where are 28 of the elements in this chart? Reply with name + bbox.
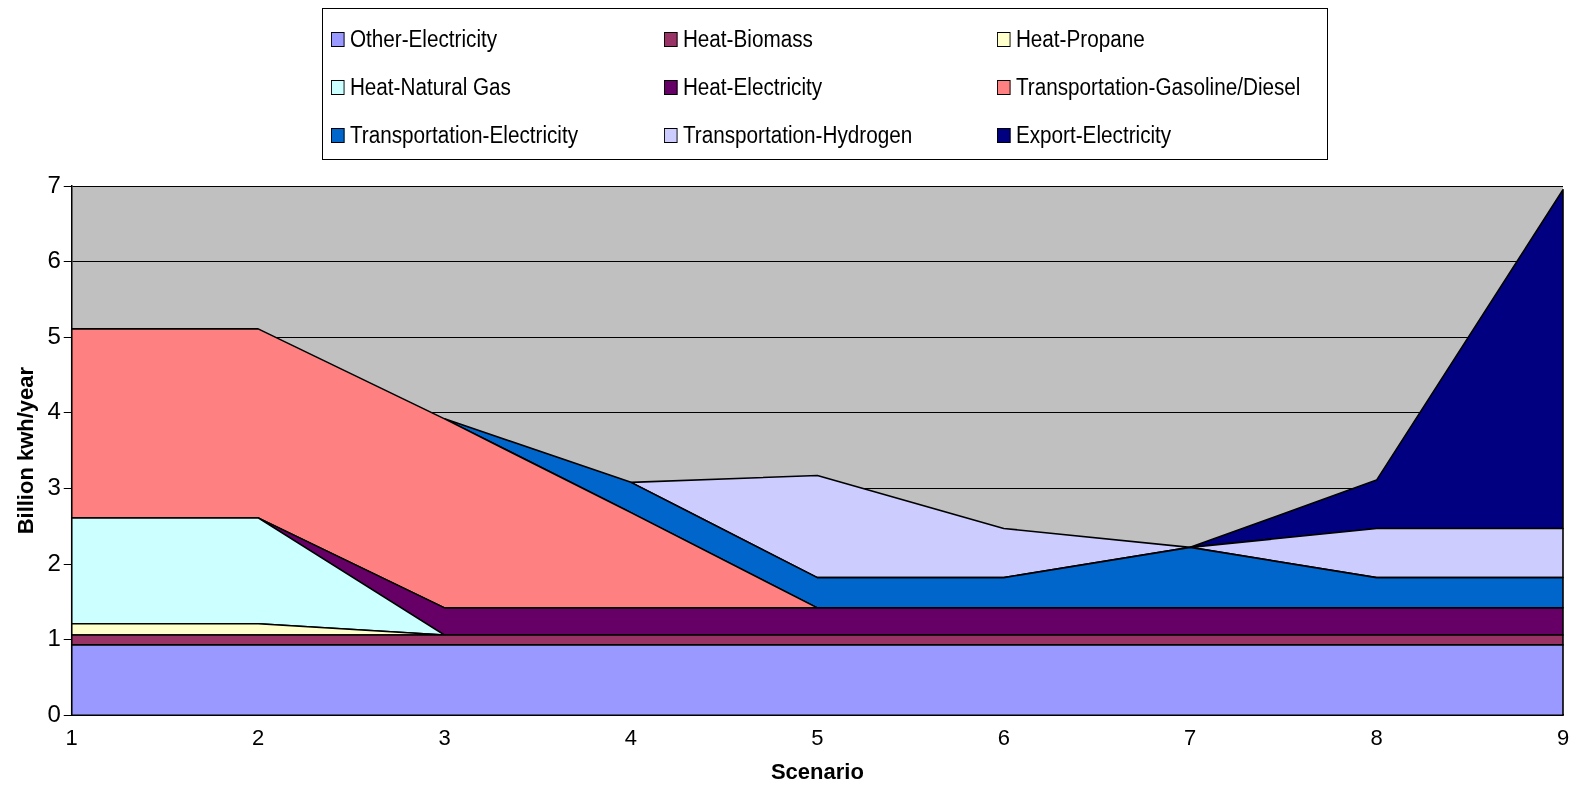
legend-label: Heat-Propane: [1015, 25, 1145, 53]
y-tick-label: 3: [47, 473, 61, 501]
legend-label: Heat-Electricity: [682, 73, 823, 101]
y-tick-label: 4: [47, 397, 61, 425]
x-tick-label: 6: [997, 725, 1010, 751]
legend-label: Export-Electricity: [1015, 121, 1172, 149]
legend-label: Transportation-Gasoline/Diesel: [1015, 73, 1301, 101]
y-tick-label: 7: [47, 170, 61, 198]
x-tick-label: 7: [1184, 725, 1197, 751]
legend-label: Other-Electricity: [349, 25, 498, 53]
y-axis-title: Billion kwh/year: [13, 366, 39, 535]
x-tick-label: 5: [811, 725, 824, 751]
x-axis-title: Scenario: [770, 758, 864, 784]
y-tick-label: 5: [47, 321, 61, 349]
x-tick-label: 1: [65, 725, 78, 751]
x-tick-label: 3: [438, 725, 451, 751]
x-tick-label: 4: [624, 725, 638, 751]
y-tick-label: 1: [47, 624, 61, 652]
y-tick-label: 2: [47, 548, 61, 576]
x-tick-label: 2: [252, 725, 265, 751]
y-tick-label: 6: [47, 246, 61, 274]
legend-label: Transportation-Hydrogen: [682, 121, 913, 149]
x-tick-label: 8: [1370, 725, 1383, 751]
x-tick-label: 9: [1556, 725, 1570, 751]
legend-label: Transportation-Electricity: [349, 121, 579, 149]
legend-label: Heat-Biomass: [682, 25, 813, 53]
y-tick-label: 0: [47, 699, 61, 727]
legend-label: Heat-Natural Gas: [349, 73, 511, 101]
